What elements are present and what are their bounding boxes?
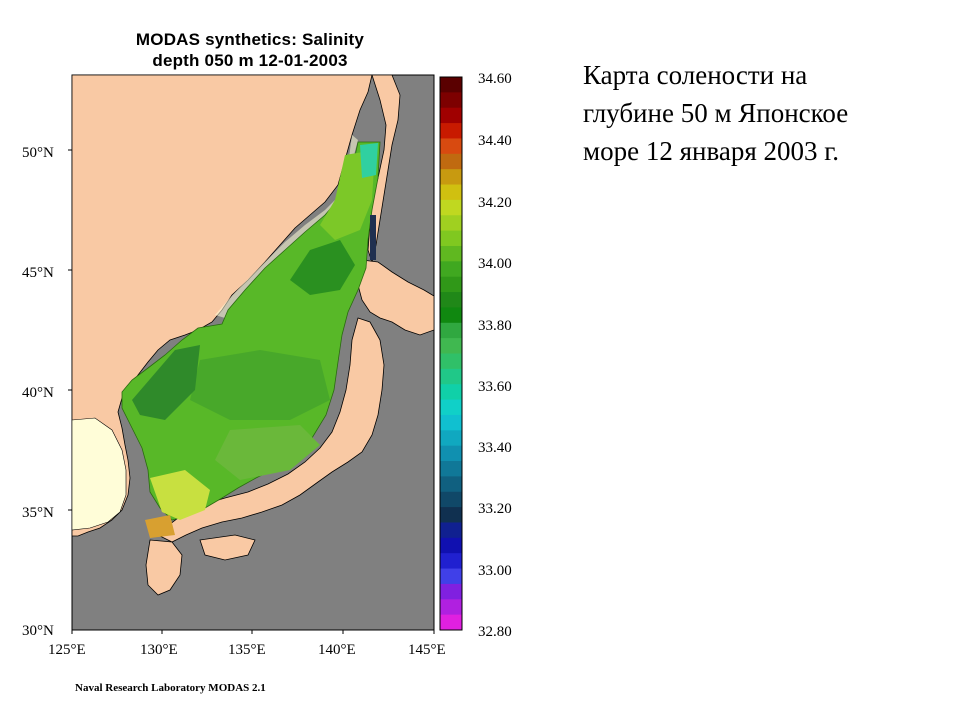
map-title: MODAS synthetics: Salinity: [135, 30, 365, 49]
colorbar-label: 33.40: [478, 440, 512, 456]
colorbar-label: 33.20: [478, 501, 512, 517]
colorbar-label: 33.80: [478, 318, 512, 334]
mainland-asia: [71, 74, 373, 537]
colorbar-swatch: [440, 169, 462, 186]
map-footer: Naval Research Laboratory MODAS 2.1: [75, 682, 266, 694]
colorbar-swatch: [440, 307, 462, 324]
lon-label-135: 135°E: [228, 642, 266, 658]
tick-marks: [68, 149, 435, 634]
colorbar-swatch: [440, 599, 462, 616]
salinity-region-strait: [145, 515, 175, 538]
lat-label-50: 50°N: [22, 145, 54, 161]
colorbar-swatch: [440, 445, 462, 462]
colorbar-swatch: [440, 338, 462, 354]
hokkaido: [357, 259, 435, 336]
colorbar-swatch: [440, 261, 462, 278]
korea-shelf: [71, 417, 127, 531]
colorbar-label: 33.00: [478, 563, 512, 579]
colorbar-swatch: [440, 107, 462, 124]
sea-of-japan-salinity: [121, 141, 381, 521]
colorbar-frame: [439, 76, 463, 631]
colorbar-swatch: [440, 399, 462, 416]
colorbar-label: 34.00: [478, 256, 512, 272]
colorbar-label: 33.60: [478, 379, 512, 395]
colorbar-swatch: [440, 414, 462, 431]
salinity-region-north-dark: [290, 240, 355, 295]
colorbar-swatch: [440, 245, 462, 262]
honshu: [159, 317, 385, 543]
colorbar-swatch: [440, 583, 462, 600]
colorbar-swatch: [440, 507, 462, 523]
colorbar-label: 34.60: [478, 71, 512, 87]
tatar-strait-gap: [370, 215, 376, 260]
lon-label-130: 130°E: [140, 642, 178, 658]
latitude-axis: 50°N 45°N 40°N 35°N 30°N: [22, 145, 54, 639]
colorbar-swatch: [440, 461, 462, 477]
colorbar-swatch: [440, 384, 462, 401]
kyushu-shikoku: [145, 534, 256, 596]
colorbar-swatch: [440, 537, 462, 554]
salinity-region-tatar-strait: [360, 143, 378, 178]
lat-label-35: 35°N: [22, 505, 54, 521]
colorbar-swatch: [440, 199, 462, 216]
colorbar-swatch: [440, 368, 462, 385]
lon-label-125: 125°E: [48, 642, 86, 658]
lon-label-145: 145°E: [408, 642, 446, 658]
lat-label-30: 30°N: [22, 623, 54, 639]
colorbar-swatch: [440, 353, 462, 370]
colorbar-swatch: [440, 230, 462, 247]
colorbar-swatch: [440, 322, 462, 339]
lat-label-45: 45°N: [22, 265, 54, 281]
salinity-region-west: [132, 345, 200, 420]
colorbar-swatch: [440, 138, 462, 155]
colorbar-swatch: [440, 476, 462, 493]
colorbar-label: 34.20: [478, 195, 512, 211]
colorbar-swatch: [440, 491, 462, 508]
colorbar-swatch: [440, 614, 462, 631]
colorbar-swatch: [440, 153, 462, 170]
caption-line: глубине 50 м Японское: [583, 98, 849, 128]
colorbar-swatch: [440, 77, 462, 93]
colorbar-swatch: [440, 184, 462, 201]
salinity-colorbar: [440, 77, 462, 631]
colorbar-swatch: [440, 123, 462, 139]
colorbar-label: 34.40: [478, 133, 512, 149]
caption: Карта солености на глубине 50 м Японское…: [583, 56, 943, 170]
longitude-axis: 125°E 130°E 135°E 140°E 145°E: [48, 642, 446, 658]
colorbar-swatch: [440, 92, 462, 109]
colorbar-swatch: [440, 553, 462, 570]
caption-line: море 12 января 2003 г.: [583, 136, 840, 166]
map-subtitle: depth 050 m 12-01-2003: [152, 51, 348, 70]
lat-label-40: 40°N: [22, 385, 54, 401]
colorbar-labels: 34.60 34.40 34.20 34.00 33.80 33.60 33.4…: [478, 71, 512, 640]
colorbar-swatch: [440, 276, 462, 293]
salinity-region-south: [215, 425, 320, 480]
colorbar-label: 32.80: [478, 624, 512, 640]
colorbar-swatch: [440, 568, 462, 585]
colorbar-swatch: [440, 430, 462, 447]
salinity-region-north: [320, 150, 375, 240]
salinity-region-tsushima: [150, 470, 210, 520]
coastal-shelf: [215, 135, 358, 318]
lon-label-140: 140°E: [318, 642, 356, 658]
colorbar-swatch: [440, 292, 462, 308]
colorbar-swatch: [440, 215, 462, 232]
salinity-region-central: [190, 350, 330, 420]
caption-line: Карта солености на: [583, 60, 808, 90]
colorbar-swatch: [440, 522, 462, 539]
